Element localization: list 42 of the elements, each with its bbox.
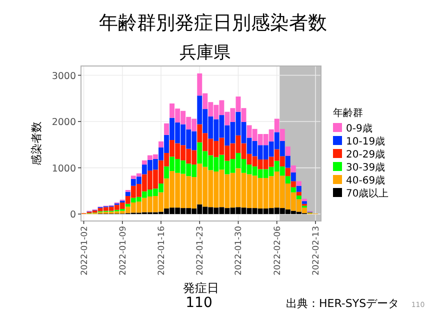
- legend-label: 40-69歳: [346, 174, 386, 186]
- bar: [296, 192, 302, 196]
- bar: [296, 196, 302, 200]
- bar: [290, 181, 296, 188]
- y-tick-label: 0: [70, 210, 76, 221]
- y-axis-title: 感染者数: [30, 122, 43, 166]
- bar: [285, 146, 290, 156]
- bar: [158, 141, 164, 148]
- x-tick-label: 2022-01-16: [157, 226, 167, 276]
- x-tick-label: 2022-01-02: [80, 226, 90, 276]
- source-note: 出典：HER-SYSデータ: [286, 297, 400, 310]
- bar: [285, 168, 290, 176]
- x-tick-label: 2022-01-30: [234, 226, 244, 276]
- bar: [290, 187, 296, 192]
- text: 110: [186, 295, 212, 311]
- legend-label: 20-29歳: [346, 148, 386, 160]
- bar: [296, 181, 302, 186]
- chart-subtitle: 兵庫県: [180, 43, 230, 63]
- y-tick-label: 2000: [52, 117, 76, 128]
- x-axis-title: 発症日: [183, 281, 219, 295]
- bar: [164, 123, 169, 135]
- bar: [285, 156, 290, 168]
- legend-label: 70歳以上: [346, 188, 389, 200]
- x-tick-label: 2022-02-06: [272, 226, 283, 276]
- x-tick-label: 2022-02-13: [311, 226, 322, 276]
- legend-label: 10-19歳: [346, 136, 386, 148]
- bar: [125, 192, 130, 196]
- legend-label: 30-39歳: [346, 162, 386, 174]
- bar: [296, 186, 302, 192]
- bar: [125, 204, 130, 207]
- bar: [285, 176, 290, 184]
- y-tick-label: 1000: [52, 163, 76, 174]
- bar: [290, 172, 296, 182]
- y-tick-label: 3000: [52, 70, 76, 82]
- x-tick-label: 2022-01-09: [118, 226, 128, 276]
- legend-label: 0-9歳: [346, 122, 372, 134]
- bar: [142, 160, 147, 165]
- bar: [290, 165, 296, 172]
- x-tick-label: 2022-01-23: [196, 226, 206, 276]
- chart-title: 年齢群別発症日別感染者数: [99, 12, 327, 34]
- legend-title: 年齢群: [333, 107, 363, 119]
- bar: [302, 201, 307, 204]
